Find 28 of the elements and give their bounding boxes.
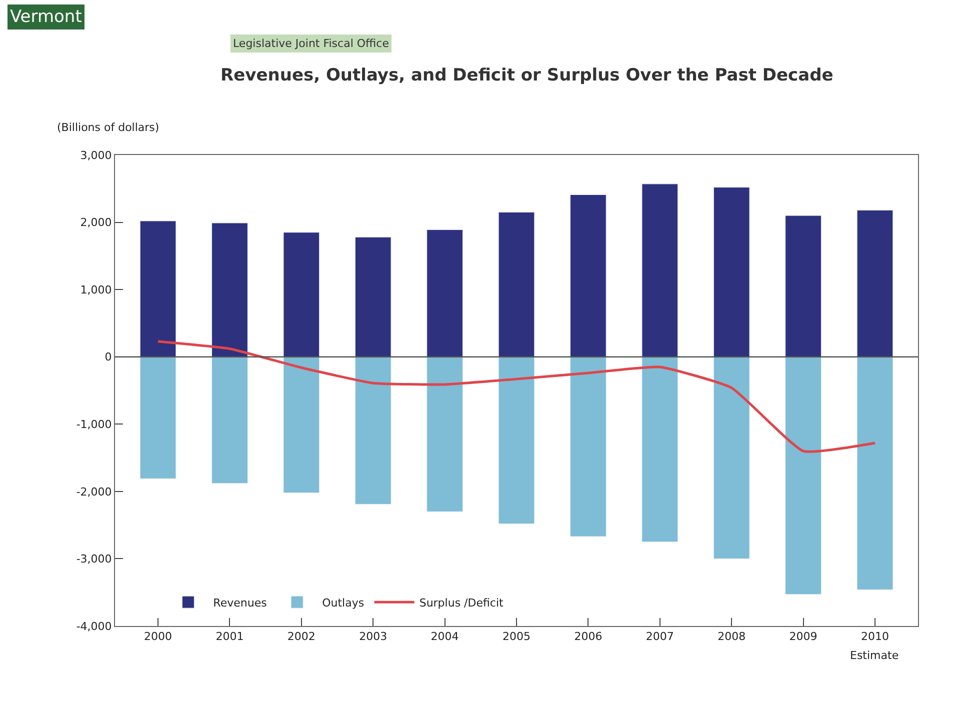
x-tick-label: 2008 xyxy=(718,630,746,644)
text: Estimate xyxy=(850,649,899,662)
legend-label: Revenues xyxy=(213,596,268,610)
text: Vermont xyxy=(10,7,82,27)
y-tick-label: -4,000 xyxy=(76,620,112,633)
y-tick-label: -2,000 xyxy=(76,485,112,498)
x-tick-label: 2002 xyxy=(287,630,316,644)
y-tick-label: 2,000 xyxy=(80,216,112,230)
x-tick-label: 2010 xyxy=(860,630,889,644)
x-tick-label: 2001 xyxy=(216,630,244,644)
y-tick-label: 3,000 xyxy=(80,148,112,162)
x-tick-label: 2000 xyxy=(144,630,172,644)
legend-label: Surplus /Deficit xyxy=(419,596,504,610)
y-axis-title: (Billions of dollars) xyxy=(57,121,160,134)
x-tick-label: 2004 xyxy=(430,630,459,644)
y-tick-label: -3,000 xyxy=(76,552,112,566)
x-tick-label: 2009 xyxy=(789,630,818,644)
x-tick-label: 2003 xyxy=(359,630,388,644)
x-tick-label: 2006 xyxy=(574,630,602,644)
line-series xyxy=(156,340,876,453)
legend-label: Outlays xyxy=(322,596,364,610)
x-tick-label: 2007 xyxy=(646,630,674,644)
y-tick-label: 0 xyxy=(104,350,112,364)
y-tick-label: 1,000 xyxy=(80,283,112,296)
y-tick-label: -1,000 xyxy=(76,418,112,431)
x-tick-label: 2005 xyxy=(502,630,530,644)
chart-title: Revenues, Outlays, and Deficit or Surplus Over the Past Decade xyxy=(220,65,834,86)
text: Legislative Joint Fiscal Office xyxy=(233,37,390,50)
